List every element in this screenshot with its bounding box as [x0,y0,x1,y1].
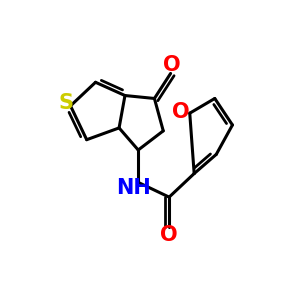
Text: O: O [172,102,190,122]
Text: O: O [163,56,181,76]
Text: S: S [58,93,74,113]
Text: O: O [160,225,178,245]
Text: NH: NH [116,178,151,198]
